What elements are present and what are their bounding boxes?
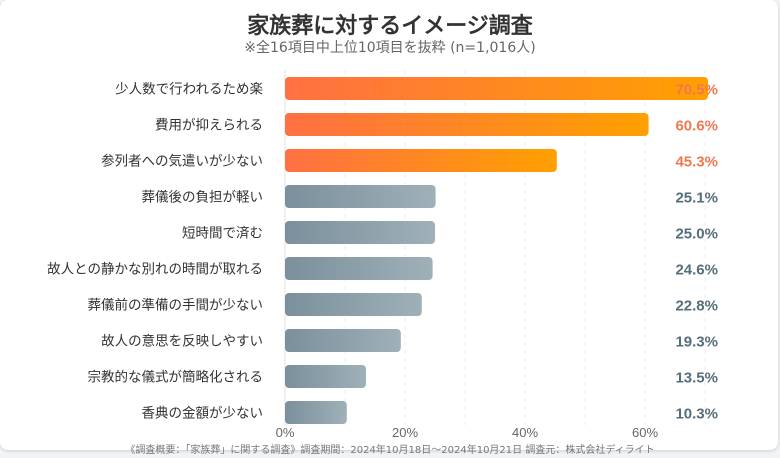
data-label: 25.1% [675, 190, 718, 207]
category-label: 葬儀後の負担が軽い [142, 190, 264, 206]
category-label: 故人の意思を反映しやすい [101, 333, 263, 350]
bar [285, 113, 649, 136]
data-label: 22.8% [675, 298, 718, 315]
category-label: 少人数で行われるため楽 [115, 82, 263, 98]
data-label: 70.5% [675, 82, 718, 99]
data-label: 13.5% [675, 370, 718, 387]
category-label: 参列者への気遣いが少ない [101, 153, 263, 170]
bar [285, 329, 401, 352]
bar [285, 293, 422, 316]
data-label: 10.3% [675, 406, 718, 423]
chart-subtitle: ※全16項目中上位10項目を抜粋 (n=1,016人) [244, 40, 536, 56]
footnote: 《調査概要：「家族葬」に関する調査》調査期間：2024年10月18日～2024年… [125, 445, 655, 456]
category-label: 香典の金額が少ない [142, 406, 264, 422]
bar [285, 221, 435, 244]
category-label: 故人との静かな別れの時間が取れる [47, 262, 263, 278]
data-label: 24.6% [675, 262, 718, 279]
category-label: 短時間で済む [182, 226, 263, 242]
bar [285, 149, 557, 172]
category-label: 葬儀前の準備の手間が少ない [88, 297, 264, 314]
x-tick-label: 20% [392, 425, 418, 440]
bar [285, 401, 347, 424]
bar [285, 77, 708, 100]
data-label: 19.3% [675, 334, 718, 351]
category-label: 宗教的な儀式が簡略化される [88, 370, 264, 386]
category-label: 費用が抑えられる [155, 118, 263, 134]
chart-title: 家族葬に対するイメージ調査 [247, 14, 533, 39]
data-label: 45.3% [675, 154, 718, 171]
x-tick-label: 0% [276, 425, 295, 440]
data-label: 25.0% [675, 226, 718, 243]
bar [285, 365, 366, 388]
bar [285, 257, 433, 280]
x-tick-label: 60% [632, 425, 658, 440]
x-tick-label: 40% [512, 425, 538, 440]
bar [285, 185, 436, 208]
data-label: 60.6% [675, 118, 718, 135]
